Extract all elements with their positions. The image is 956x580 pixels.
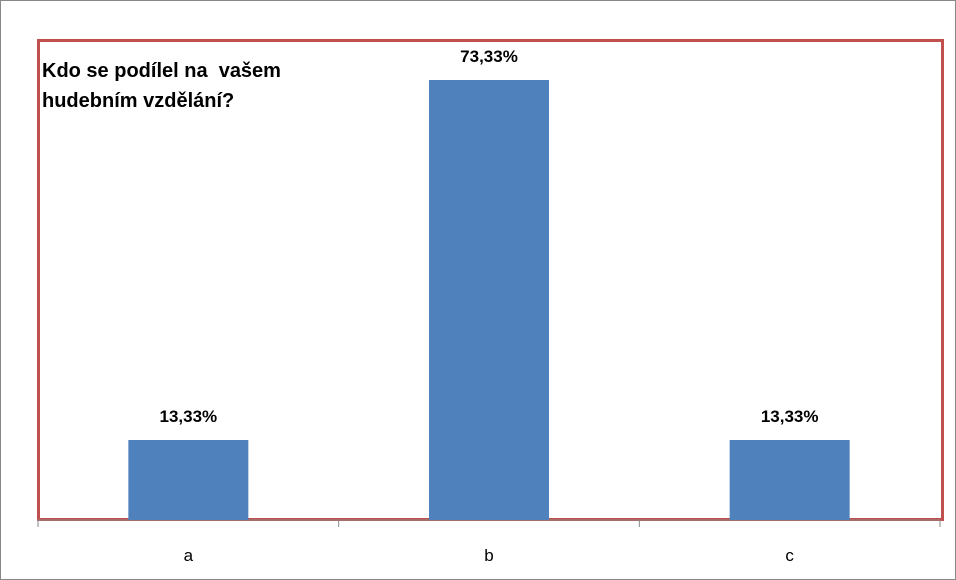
x-tick-label: a [184, 546, 194, 565]
bar [429, 80, 549, 520]
chart-title: Kdo se podílel na vašem hudebním vzdělán… [42, 60, 287, 112]
bar [729, 440, 850, 520]
x-tick-label: c [785, 546, 794, 565]
bar [128, 440, 249, 520]
value-label: 13,33% [761, 407, 819, 426]
x-tick-label: b [484, 546, 493, 565]
value-label: 13,33% [159, 407, 217, 426]
value-label: 73,33% [460, 47, 518, 66]
